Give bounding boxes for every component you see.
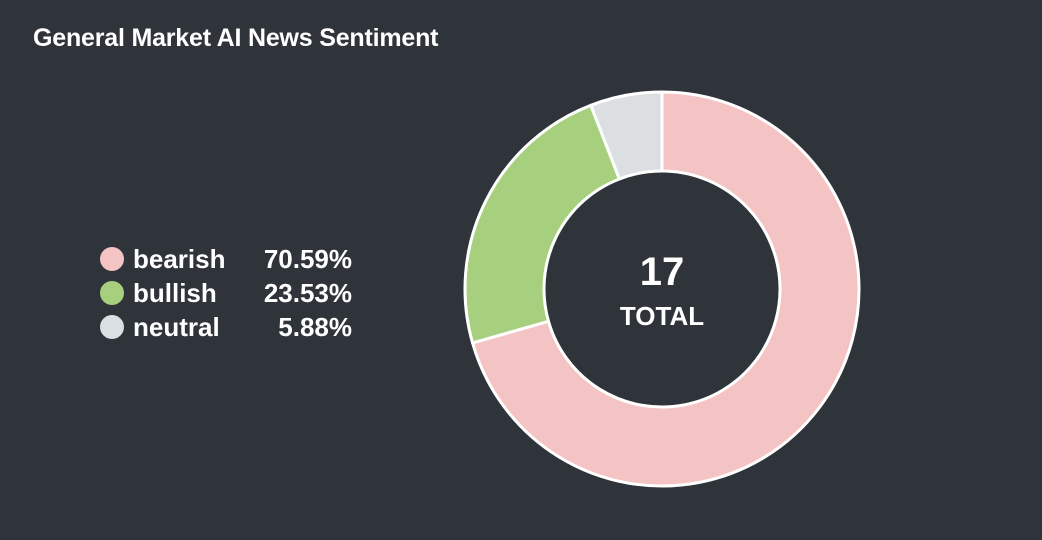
legend-label-bearish: bearish [133, 243, 226, 274]
legend-swatch-bullish [100, 281, 124, 305]
donut-chart: 17 TOTAL [462, 89, 862, 489]
chart-legend: bearish 70.59% bullish 23.53% neutral 5.… [100, 242, 352, 344]
donut-slice-bullish[interactable] [463, 103, 621, 345]
legend-item-bullish[interactable]: bullish 23.53% [100, 276, 352, 310]
legend-swatch-neutral [100, 315, 124, 339]
donut-slices [463, 90, 861, 488]
donut-slice-neutral[interactable] [589, 90, 664, 181]
legend-item-neutral[interactable]: neutral 5.88% [100, 310, 352, 344]
donut-center-total: 17 [640, 250, 685, 294]
legend-item-bearish[interactable]: bearish 70.59% [100, 242, 352, 276]
legend-value-bearish: 70.59% [263, 243, 352, 274]
legend-label-neutral: neutral [133, 311, 220, 342]
legend-value-bullish: 23.53% [263, 277, 352, 308]
donut-slice-bearish[interactable] [471, 90, 861, 488]
legend-label-bullish: bullish [133, 277, 217, 308]
legend-swatch-bearish [100, 247, 124, 271]
donut-chart-svg: 17 TOTAL [463, 90, 861, 488]
donut-center-label: TOTAL [620, 301, 704, 331]
legend-value-neutral: 5.88% [278, 311, 352, 342]
chart-title: General Market AI News Sentiment [33, 24, 439, 52]
